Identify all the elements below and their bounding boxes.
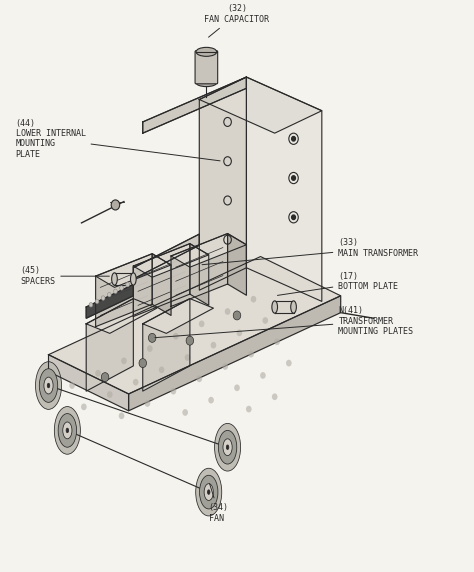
Polygon shape bbox=[152, 254, 171, 315]
Polygon shape bbox=[143, 77, 246, 133]
Circle shape bbox=[108, 292, 111, 297]
Circle shape bbox=[148, 333, 156, 343]
Ellipse shape bbox=[196, 47, 217, 56]
Circle shape bbox=[185, 354, 191, 361]
Circle shape bbox=[118, 412, 124, 419]
Ellipse shape bbox=[215, 423, 241, 471]
Ellipse shape bbox=[291, 301, 296, 313]
Ellipse shape bbox=[44, 377, 53, 394]
Polygon shape bbox=[133, 244, 190, 316]
Polygon shape bbox=[86, 299, 133, 391]
Circle shape bbox=[246, 406, 252, 412]
Circle shape bbox=[119, 285, 123, 290]
Polygon shape bbox=[228, 233, 246, 295]
Ellipse shape bbox=[47, 383, 50, 388]
Polygon shape bbox=[171, 233, 246, 267]
Polygon shape bbox=[143, 77, 246, 133]
Text: (17)
BOTTOM PLATE: (17) BOTTOM PLATE bbox=[277, 272, 398, 295]
Ellipse shape bbox=[208, 490, 210, 494]
Polygon shape bbox=[96, 254, 171, 287]
Circle shape bbox=[208, 397, 214, 403]
Ellipse shape bbox=[63, 422, 72, 439]
Circle shape bbox=[292, 137, 295, 141]
Polygon shape bbox=[48, 355, 128, 411]
Circle shape bbox=[234, 384, 240, 391]
Circle shape bbox=[210, 342, 216, 348]
Ellipse shape bbox=[223, 439, 232, 456]
Ellipse shape bbox=[196, 468, 222, 516]
Polygon shape bbox=[86, 299, 157, 333]
Ellipse shape bbox=[112, 273, 117, 285]
Text: (44)
LOWER INTERNAL
MOUNTING
PLATE: (44) LOWER INTERNAL MOUNTING PLATE bbox=[16, 118, 220, 161]
Circle shape bbox=[263, 317, 268, 324]
Polygon shape bbox=[199, 77, 246, 290]
Circle shape bbox=[286, 360, 292, 367]
Text: (45)
SPACERS: (45) SPACERS bbox=[20, 267, 109, 286]
Circle shape bbox=[69, 382, 75, 389]
Circle shape bbox=[133, 379, 138, 386]
Polygon shape bbox=[199, 77, 322, 133]
Polygon shape bbox=[115, 273, 133, 285]
Ellipse shape bbox=[196, 79, 217, 86]
Polygon shape bbox=[48, 257, 341, 394]
Circle shape bbox=[248, 351, 254, 358]
Ellipse shape bbox=[55, 407, 81, 454]
Circle shape bbox=[147, 345, 153, 352]
Circle shape bbox=[101, 296, 105, 300]
Ellipse shape bbox=[58, 414, 76, 447]
Circle shape bbox=[233, 311, 241, 320]
Circle shape bbox=[101, 372, 109, 382]
Circle shape bbox=[292, 176, 295, 180]
Text: (34)
FAN: (34) FAN bbox=[209, 483, 229, 523]
Ellipse shape bbox=[272, 301, 277, 313]
Circle shape bbox=[114, 289, 117, 293]
Polygon shape bbox=[96, 254, 152, 327]
Text: (32)
FAN CAPACITOR: (32) FAN CAPACITOR bbox=[204, 5, 270, 37]
Circle shape bbox=[81, 403, 87, 410]
Circle shape bbox=[182, 409, 188, 416]
Polygon shape bbox=[190, 244, 209, 305]
Polygon shape bbox=[275, 301, 293, 313]
Circle shape bbox=[111, 200, 119, 210]
Ellipse shape bbox=[39, 369, 58, 402]
Circle shape bbox=[237, 329, 242, 336]
Circle shape bbox=[95, 299, 99, 304]
Circle shape bbox=[274, 339, 280, 345]
Circle shape bbox=[197, 375, 202, 382]
Polygon shape bbox=[143, 299, 213, 333]
Circle shape bbox=[107, 391, 113, 398]
Circle shape bbox=[173, 333, 179, 340]
Polygon shape bbox=[133, 234, 199, 279]
Polygon shape bbox=[133, 244, 209, 277]
Circle shape bbox=[145, 400, 150, 407]
Text: N(41)
TRANSFORMER
MOUNTING PLATES: N(41) TRANSFORMER MOUNTING PLATES bbox=[155, 306, 413, 337]
Circle shape bbox=[126, 283, 129, 287]
Circle shape bbox=[199, 320, 204, 327]
Circle shape bbox=[89, 303, 93, 307]
Circle shape bbox=[186, 336, 194, 345]
Circle shape bbox=[159, 367, 164, 373]
Polygon shape bbox=[171, 233, 228, 307]
Polygon shape bbox=[246, 77, 322, 301]
FancyBboxPatch shape bbox=[195, 51, 218, 84]
Polygon shape bbox=[86, 285, 133, 318]
Ellipse shape bbox=[36, 362, 62, 410]
Circle shape bbox=[225, 308, 230, 315]
Ellipse shape bbox=[219, 430, 237, 464]
Ellipse shape bbox=[66, 428, 69, 432]
Polygon shape bbox=[133, 234, 199, 279]
Circle shape bbox=[171, 388, 176, 395]
Circle shape bbox=[260, 372, 266, 379]
Circle shape bbox=[292, 215, 295, 220]
Ellipse shape bbox=[130, 273, 136, 285]
Circle shape bbox=[95, 370, 101, 376]
Circle shape bbox=[121, 358, 127, 364]
Polygon shape bbox=[128, 296, 341, 411]
Circle shape bbox=[222, 363, 228, 370]
Circle shape bbox=[251, 296, 256, 303]
Ellipse shape bbox=[227, 445, 229, 450]
Ellipse shape bbox=[200, 475, 218, 509]
Text: (33)
MAIN TRANSFORMER: (33) MAIN TRANSFORMER bbox=[202, 239, 419, 265]
Circle shape bbox=[272, 394, 277, 400]
Ellipse shape bbox=[204, 484, 213, 500]
